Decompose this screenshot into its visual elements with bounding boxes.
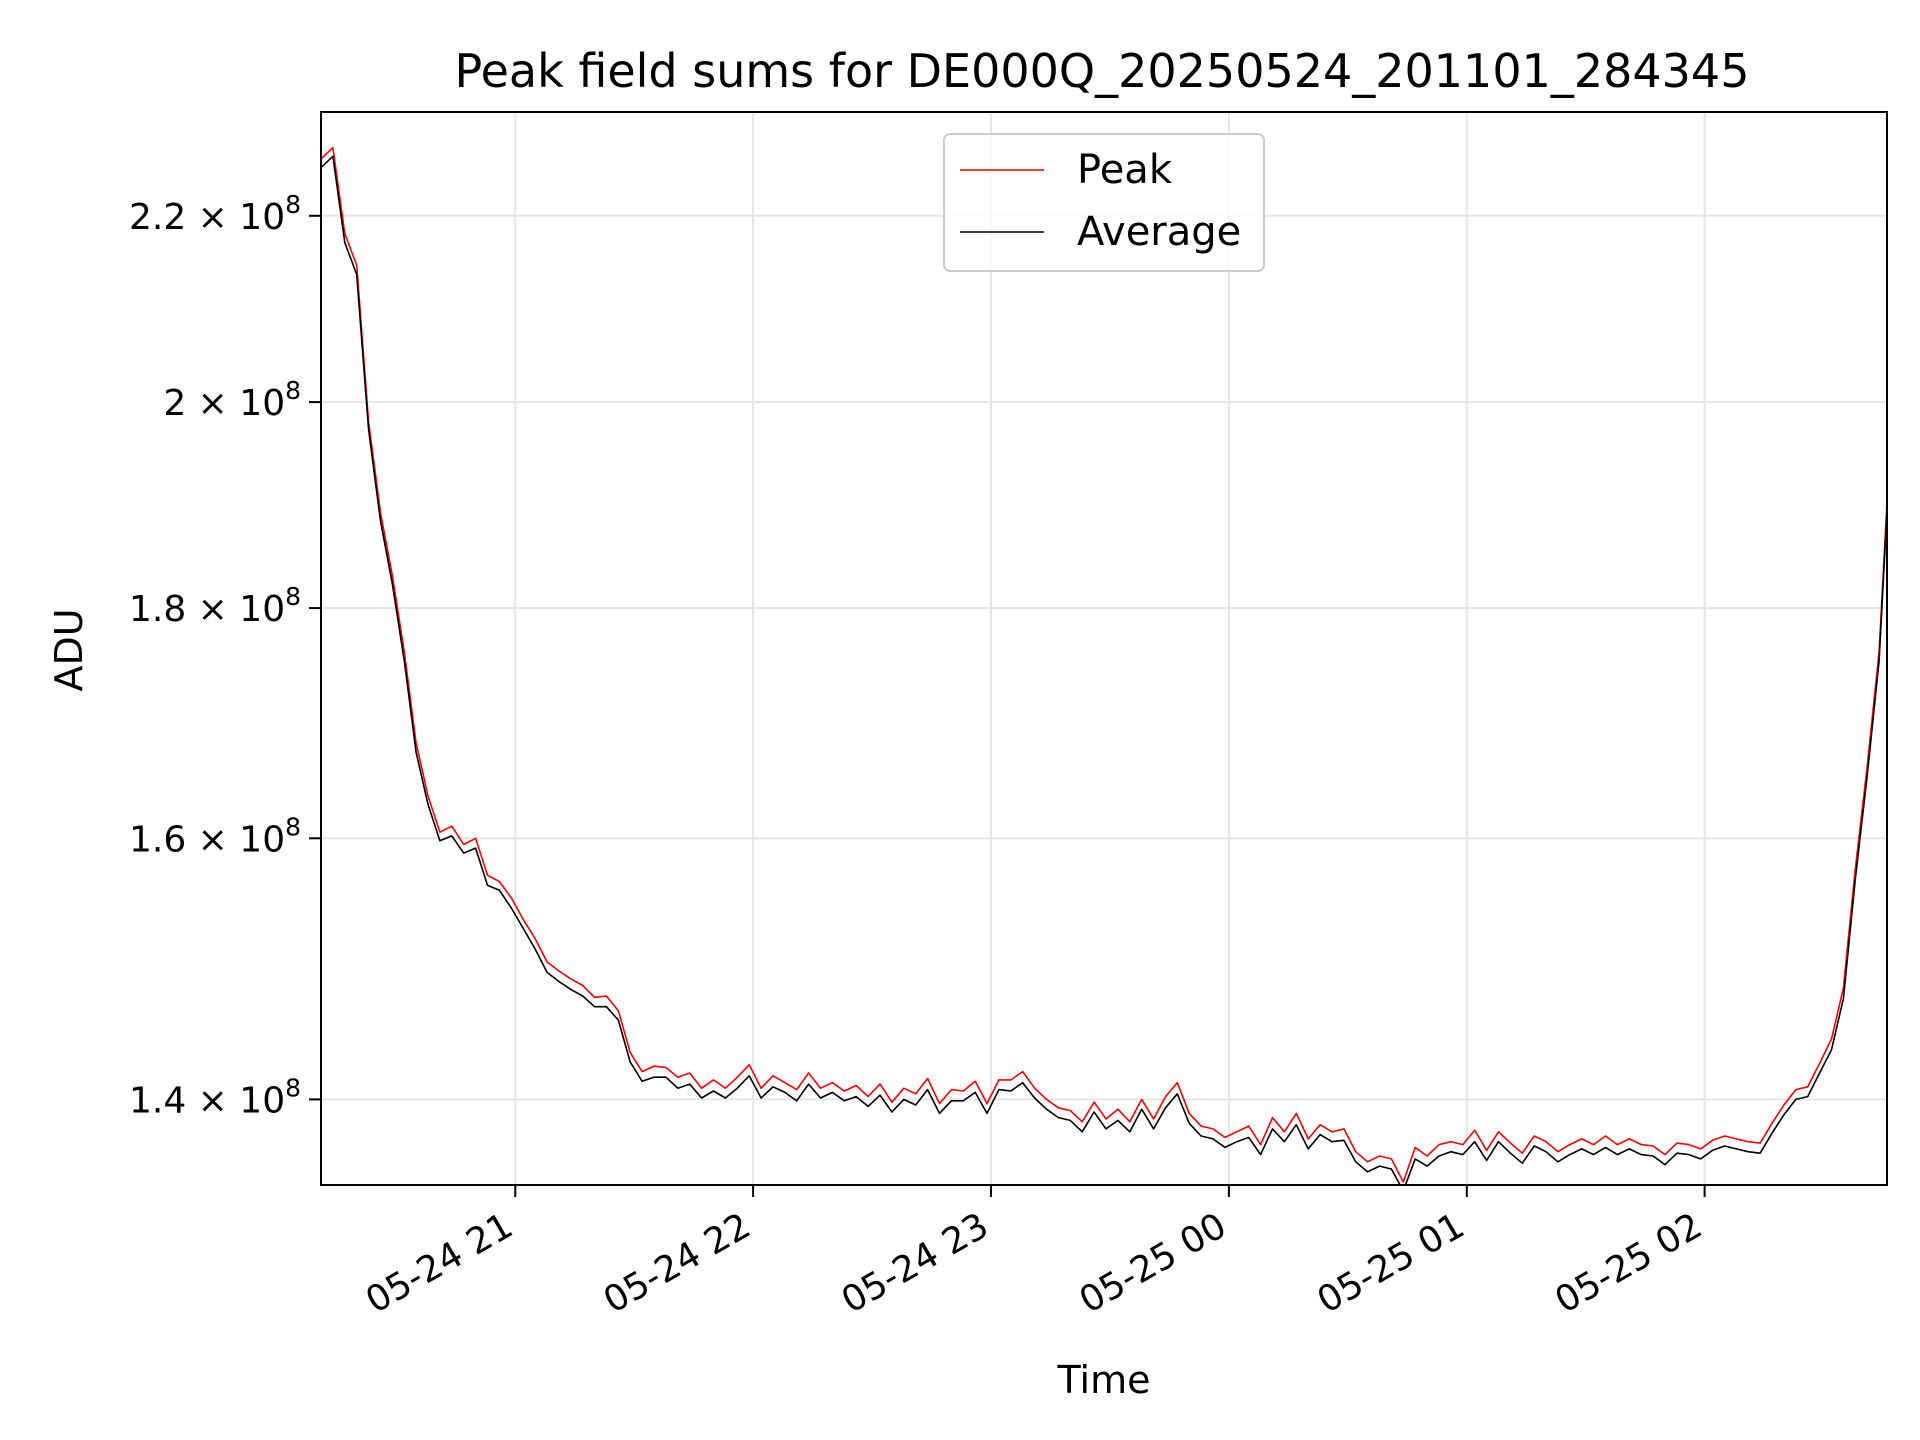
y-tick-exponent: 8 [285, 1073, 301, 1102]
y-axis-label: ADU [47, 608, 91, 691]
series-line-peak [321, 146, 1887, 1183]
y-tick-exponent: 8 [285, 376, 301, 405]
y-tick-label: 1.6 × 108 [129, 812, 301, 860]
legend-box [943, 133, 1265, 272]
series-line-average [321, 155, 1887, 1185]
y-tick-exponent: 8 [285, 582, 301, 611]
series-lines [321, 146, 1887, 1185]
legend-label-average: Average [1077, 209, 1241, 255]
plot-frame [320, 111, 1888, 1186]
y-tick-times: × 10 [186, 819, 285, 860]
y-tick-mantissa: 1.8 [129, 589, 186, 630]
y-tick-times: × 10 [186, 383, 285, 424]
y-tick-exponent: 8 [285, 812, 301, 841]
y-tick-times: × 10 [186, 589, 285, 630]
legend-label-peak: Peak [1077, 147, 1173, 193]
y-tick-mantissa: 1.6 [129, 819, 186, 860]
y-tick-label: 2.2 × 108 [129, 190, 301, 238]
y-tick-exponent: 8 [285, 190, 301, 219]
y-tick-mantissa: 2.2 [129, 197, 186, 238]
y-tick-times: × 10 [186, 197, 285, 238]
y-tick-mantissa: 2 [163, 383, 186, 424]
y-tick-mantissa: 1.4 [129, 1080, 186, 1121]
chart-title: Peak field sums for DE000Q_20250524_2011… [455, 44, 1750, 98]
x-axis-label: Time [1057, 1358, 1151, 1402]
y-tick-label: 1.8 × 108 [129, 582, 301, 630]
y-tick-label: 2 × 108 [163, 376, 301, 424]
y-tick-times: × 10 [186, 1080, 285, 1121]
y-tick-label: 1.4 × 108 [129, 1073, 301, 1121]
legend: Peak Average [943, 133, 1265, 272]
